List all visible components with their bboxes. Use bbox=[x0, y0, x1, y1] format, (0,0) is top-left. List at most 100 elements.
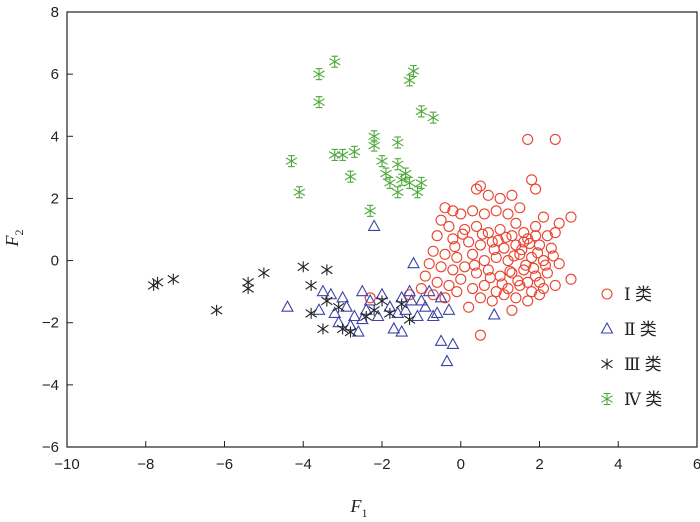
legend-item: Ⅲ 类 bbox=[601, 355, 662, 374]
legend-label: Ⅲ 类 bbox=[624, 355, 662, 374]
data-point bbox=[411, 186, 424, 199]
data-point bbox=[403, 314, 416, 326]
data-point bbox=[514, 248, 526, 260]
data-point bbox=[376, 295, 388, 307]
y-tick-label: −4 bbox=[42, 377, 59, 394]
data-point bbox=[565, 211, 577, 223]
data-point bbox=[488, 244, 500, 256]
data-point bbox=[368, 139, 380, 152]
data-point bbox=[258, 267, 270, 279]
data-point bbox=[351, 324, 365, 337]
y-tick-label: −6 bbox=[42, 439, 59, 456]
data-point bbox=[316, 284, 330, 297]
data-point bbox=[547, 250, 559, 262]
data-point bbox=[442, 303, 456, 315]
data-point bbox=[500, 231, 512, 243]
data-point bbox=[305, 307, 317, 319]
data-point bbox=[467, 282, 479, 295]
data-point bbox=[490, 251, 502, 264]
data-point bbox=[384, 307, 396, 319]
data-point bbox=[526, 286, 538, 298]
data-point bbox=[522, 276, 534, 288]
data-point bbox=[414, 293, 428, 306]
data-point bbox=[518, 236, 530, 248]
data-point bbox=[411, 309, 424, 322]
data-point bbox=[470, 220, 483, 232]
data-point bbox=[391, 136, 404, 149]
data-point bbox=[482, 189, 494, 201]
data-point bbox=[504, 265, 516, 277]
data-point bbox=[553, 258, 565, 270]
data-point bbox=[440, 354, 454, 367]
data-point bbox=[415, 176, 428, 189]
data-point bbox=[506, 267, 518, 279]
data-point bbox=[496, 278, 508, 290]
data-point bbox=[147, 279, 160, 291]
data-point bbox=[332, 301, 345, 313]
data-point bbox=[384, 176, 396, 189]
data-point bbox=[494, 223, 506, 236]
data-point bbox=[514, 279, 526, 291]
data-point bbox=[463, 301, 475, 313]
data-point bbox=[537, 255, 549, 267]
y-tick-label: 6 bbox=[51, 66, 59, 83]
data-point bbox=[447, 205, 459, 217]
data-point bbox=[407, 256, 420, 269]
data-point bbox=[387, 321, 401, 334]
data-point bbox=[368, 304, 380, 316]
data-point bbox=[367, 219, 381, 231]
data-point bbox=[376, 155, 388, 168]
data-point bbox=[355, 284, 369, 297]
data-point bbox=[336, 290, 350, 303]
data-point bbox=[533, 289, 546, 301]
data-point bbox=[281, 300, 294, 312]
data-point bbox=[447, 233, 459, 245]
data-point bbox=[474, 180, 486, 192]
data-point bbox=[537, 211, 549, 223]
series-3 bbox=[147, 261, 416, 338]
data-point bbox=[439, 202, 451, 214]
data-point bbox=[514, 202, 526, 214]
data-point bbox=[363, 293, 377, 306]
data-point bbox=[492, 234, 504, 246]
data-point bbox=[522, 295, 534, 307]
data-point bbox=[439, 248, 451, 260]
data-point bbox=[455, 208, 467, 220]
data-point bbox=[549, 279, 561, 291]
data-point bbox=[553, 217, 565, 229]
data-point bbox=[415, 282, 427, 295]
data-point bbox=[459, 223, 471, 236]
data-point bbox=[449, 241, 461, 253]
data-point bbox=[522, 233, 534, 245]
data-point bbox=[506, 304, 518, 316]
data-point bbox=[210, 304, 223, 316]
data-point bbox=[305, 279, 317, 291]
data-point bbox=[478, 208, 490, 220]
data-point bbox=[403, 176, 416, 189]
data-point bbox=[434, 334, 448, 346]
data-point bbox=[506, 189, 518, 201]
data-point bbox=[344, 170, 357, 183]
data-point bbox=[415, 105, 428, 118]
x-tick-label: −8 bbox=[137, 456, 154, 473]
data-point bbox=[520, 259, 532, 271]
data-point bbox=[451, 286, 463, 298]
legend-marker bbox=[600, 321, 614, 334]
series-1 bbox=[364, 133, 577, 341]
data-point bbox=[447, 264, 459, 276]
data-point bbox=[434, 290, 448, 303]
data-point bbox=[490, 205, 502, 217]
data-point bbox=[336, 323, 349, 335]
y-tick-label: 0 bbox=[51, 253, 59, 270]
data-point bbox=[486, 236, 498, 248]
data-point bbox=[539, 259, 551, 271]
legend: Ⅰ 类 Ⅱ 类 Ⅲ 类 Ⅳ 类 bbox=[600, 285, 662, 409]
data-point bbox=[530, 270, 542, 282]
data-point bbox=[476, 228, 488, 240]
data-point bbox=[426, 309, 440, 322]
data-point bbox=[518, 227, 530, 239]
data-point bbox=[317, 323, 329, 335]
data-point bbox=[455, 273, 467, 285]
data-point bbox=[419, 270, 431, 282]
